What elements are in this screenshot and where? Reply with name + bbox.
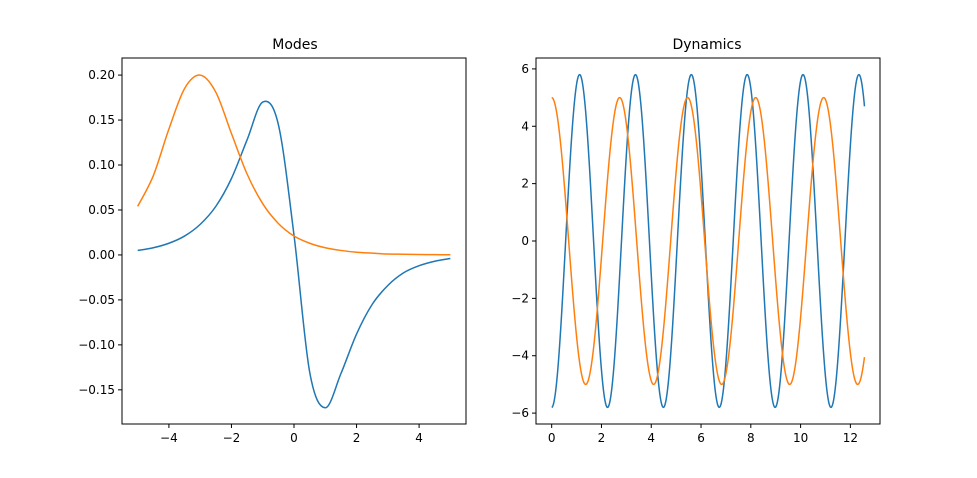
dynamics-x-tick-label: 0 — [548, 431, 556, 445]
dynamics-axes: Dynamics 0 2 4 6 8 10 12 −6 −4 −2 0 2 4 6 — [511, 37, 881, 445]
modes-y-tick-label: 0.20 — [88, 68, 115, 82]
dynamics-title: Dynamics — [672, 37, 741, 53]
modes-x-tick-label: −2 — [223, 431, 241, 445]
modes-axes: Modes −4 −2 0 2 4 −0.15 −0.10 −0.05 0.00 0.05 0.10… — [78, 37, 467, 445]
dynamics-x-tick-label: 6 — [697, 431, 705, 445]
modes-y-tick-label: 0.10 — [88, 158, 115, 172]
dynamics-series-2-line — [551, 96, 866, 386]
modes-y-tick-label: −0.10 — [78, 338, 115, 352]
modes-x-tick-label: 2 — [353, 431, 361, 445]
dynamics-y-tick-label: 0 — [521, 234, 529, 248]
dynamics-y-tick-label: 4 — [521, 119, 529, 133]
modes-x-tick-label: 4 — [415, 431, 423, 445]
modes-y-tick-label: −0.05 — [78, 293, 115, 307]
modes-y-tick-label: 0.05 — [88, 203, 115, 217]
dynamics-x-tick-label: 2 — [598, 431, 606, 445]
dynamics-y-tick-label: −4 — [511, 349, 529, 363]
dynamics-x-tick-label: 4 — [647, 431, 655, 445]
dynamics-y-tick-label: 6 — [521, 62, 529, 76]
dynamics-x-tick-label: 8 — [747, 431, 755, 445]
dynamics-y-tick-label: −6 — [511, 406, 529, 420]
modes-y-tick-label: 0.00 — [88, 248, 115, 262]
dynamics-y-tick-label: −2 — [511, 291, 529, 305]
modes-y-tick-label: −0.15 — [78, 383, 115, 397]
modes-x-tick-label: −4 — [160, 431, 178, 445]
modes-series-2-line — [136, 74, 451, 256]
modes-title: Modes — [272, 37, 317, 53]
modes-x-tick-label: 0 — [290, 431, 298, 445]
dynamics-x-tick-label: 12 — [843, 431, 858, 445]
dynamics-x-tick-label: 10 — [793, 431, 808, 445]
dynamics-y-tick-label: 2 — [521, 177, 529, 191]
modes-y-tick-label: 0.15 — [88, 113, 115, 127]
